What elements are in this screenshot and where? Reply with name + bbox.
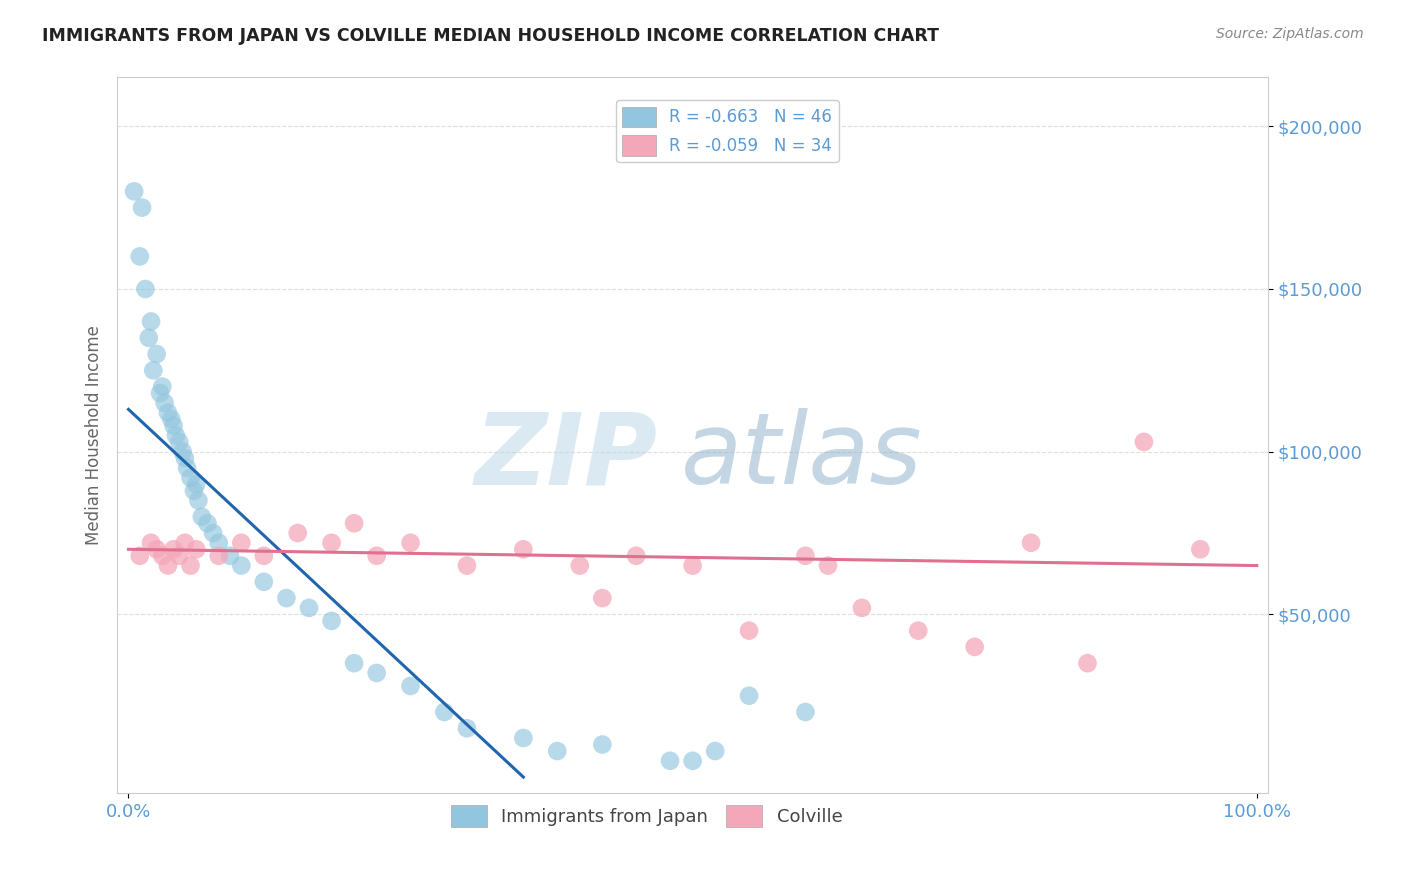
Point — [219, 549, 242, 563]
Point — [153, 396, 176, 410]
Point — [1076, 656, 1098, 670]
Point — [366, 549, 388, 563]
Point — [568, 558, 591, 573]
Point — [659, 754, 682, 768]
Point — [546, 744, 568, 758]
Point — [208, 549, 231, 563]
Point — [298, 600, 321, 615]
Point — [208, 535, 231, 549]
Point — [173, 535, 195, 549]
Point — [456, 558, 478, 573]
Point — [186, 477, 208, 491]
Point — [433, 705, 456, 719]
Point — [162, 542, 184, 557]
Point — [138, 331, 160, 345]
Point — [343, 656, 366, 670]
Point — [187, 493, 209, 508]
Point — [191, 509, 214, 524]
Point — [231, 535, 253, 549]
Point — [167, 434, 190, 449]
Point — [150, 549, 173, 563]
Point — [366, 665, 388, 680]
Point — [139, 314, 162, 328]
Point — [321, 535, 343, 549]
Point — [624, 549, 647, 563]
Point — [180, 471, 202, 485]
Point — [128, 549, 150, 563]
Point — [180, 558, 202, 573]
Point — [167, 549, 190, 563]
Point — [145, 347, 167, 361]
Point — [183, 483, 205, 498]
Point — [139, 535, 162, 549]
Point — [122, 185, 145, 199]
Text: IMMIGRANTS FROM JAPAN VS COLVILLE MEDIAN HOUSEHOLD INCOME CORRELATION CHART: IMMIGRANTS FROM JAPAN VS COLVILLE MEDIAN… — [42, 27, 939, 45]
Point — [253, 549, 276, 563]
Text: atlas: atlas — [681, 409, 922, 506]
Point — [794, 549, 817, 563]
Point — [276, 591, 298, 606]
Point — [231, 558, 253, 573]
Legend: Immigrants from Japan, Colville: Immigrants from Japan, Colville — [443, 798, 849, 834]
Point — [202, 526, 225, 541]
Point — [149, 386, 172, 401]
Point — [963, 640, 986, 654]
Point — [287, 526, 309, 541]
Point — [142, 363, 165, 377]
Point — [131, 201, 153, 215]
Point — [156, 406, 179, 420]
Point — [156, 558, 179, 573]
Point — [794, 705, 817, 719]
Point — [907, 624, 929, 638]
Point — [399, 535, 422, 549]
Point — [321, 614, 343, 628]
Point — [1019, 535, 1042, 549]
Point — [186, 542, 208, 557]
Point — [145, 542, 167, 557]
Point — [134, 282, 156, 296]
Point — [176, 461, 198, 475]
Point — [704, 744, 727, 758]
Point — [682, 754, 704, 768]
Point — [197, 516, 219, 531]
Point — [1133, 434, 1156, 449]
Point — [343, 516, 366, 531]
Text: Source: ZipAtlas.com: Source: ZipAtlas.com — [1216, 27, 1364, 41]
Point — [738, 689, 761, 703]
Point — [851, 600, 873, 615]
Point — [738, 624, 761, 638]
Point — [173, 451, 195, 466]
Point — [512, 731, 534, 745]
Y-axis label: Median Household Income: Median Household Income — [86, 326, 103, 545]
Point — [150, 379, 173, 393]
Point — [399, 679, 422, 693]
Point — [591, 591, 613, 606]
Point — [128, 249, 150, 263]
Point — [162, 418, 184, 433]
Point — [456, 721, 478, 735]
Point — [591, 738, 613, 752]
Point — [817, 558, 839, 573]
Text: ZIP: ZIP — [475, 409, 658, 506]
Point — [1189, 542, 1212, 557]
Point — [160, 412, 183, 426]
Point — [512, 542, 534, 557]
Point — [165, 428, 187, 442]
Point — [682, 558, 704, 573]
Point — [253, 574, 276, 589]
Point — [172, 444, 194, 458]
